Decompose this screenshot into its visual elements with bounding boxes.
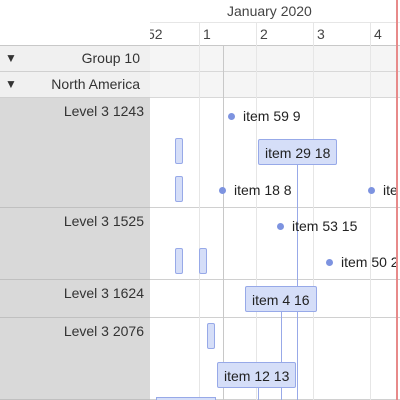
week-gridline [370,23,371,400]
timeline-item[interactable]: item 53 15 [277,218,357,234]
resource-row: Level 3 1243 [0,98,150,208]
timeline-item[interactable]: item 18 8 [219,182,292,198]
week-label: 2 [260,26,268,42]
resource-row: Level 3 2076 [0,318,150,400]
resource-label: Level 3 1624 [63,285,144,301]
item-label: item 53 15 [292,218,358,234]
week-label: 3 [317,26,325,42]
point-marker-icon [277,222,284,230]
collapse-caret-icon[interactable]: ▼ [5,51,17,65]
group-row-group-10[interactable]: ▼ Group 10 [0,46,150,72]
group-band [150,46,400,72]
week-label: 4 [374,26,382,42]
week-gridline [313,23,314,400]
item-label: item 29 18 [265,145,331,161]
week-gridline [199,23,200,400]
timeline-item-partial[interactable] [156,397,216,400]
point-marker-icon [368,186,375,194]
week-label: 52 [150,26,163,42]
item-label: item 12 13 [224,368,290,384]
timeline-item[interactable]: item 59 9 [228,108,301,124]
item-label: item 59 9 [243,108,301,124]
timeline-header-month: January 2020 [150,0,400,23]
timeline-item-collapsed[interactable] [175,248,183,274]
group-band [150,72,400,98]
current-time-marker [396,0,398,400]
item-label: item 4 16 [252,292,310,308]
timeline-item[interactable]: item 29 18 [258,139,338,165]
point-marker-icon [326,258,333,266]
resource-band [150,280,400,318]
point-marker-icon [228,112,235,120]
dependency-line [297,165,298,400]
resource-band [150,98,400,208]
resource-row: Level 3 1525 [0,208,150,280]
resource-header [0,0,150,46]
timeline-item-collapsed[interactable] [175,176,183,202]
dependency-line [281,300,282,400]
timeline-item-collapsed[interactable] [175,138,183,164]
collapse-caret-icon[interactable]: ▼ [5,77,17,91]
timeline-item[interactable]: item 50 2 [326,254,399,270]
timeline-item-collapsed[interactable] [199,248,207,274]
timeline-item-collapsed[interactable] [207,323,215,349]
timeline-item[interactable]: ite [368,182,398,198]
item-label: item 18 8 [234,182,292,198]
timeline-header-weeks: 52 1 2 3 4 [150,23,400,46]
timeline-item[interactable]: item 12 13 [217,362,297,388]
timeline-item[interactable]: item 4 16 [245,286,317,312]
today-gridline [223,46,224,400]
item-label: ite [383,182,398,198]
group-row-north-america[interactable]: ▼ North America [0,72,150,98]
item-label: item 50 2 [341,254,399,270]
timeline-area[interactable]: January 2020 52 1 2 3 4 item 59 9 item 2… [150,0,400,400]
resource-label: Level 3 2076 [63,323,144,339]
dependency-line [258,386,259,400]
group-label: Group 10 [81,50,140,66]
week-label: 1 [203,26,211,42]
resource-label: Level 3 1525 [63,213,144,229]
group-label: North America [51,76,140,92]
month-label: January 2020 [227,3,312,19]
resource-band [150,208,400,280]
resource-row: Level 3 1624 [0,280,150,318]
resource-label: Level 3 1243 [63,103,144,119]
point-marker-icon [219,186,226,194]
week-gridline [256,23,257,400]
